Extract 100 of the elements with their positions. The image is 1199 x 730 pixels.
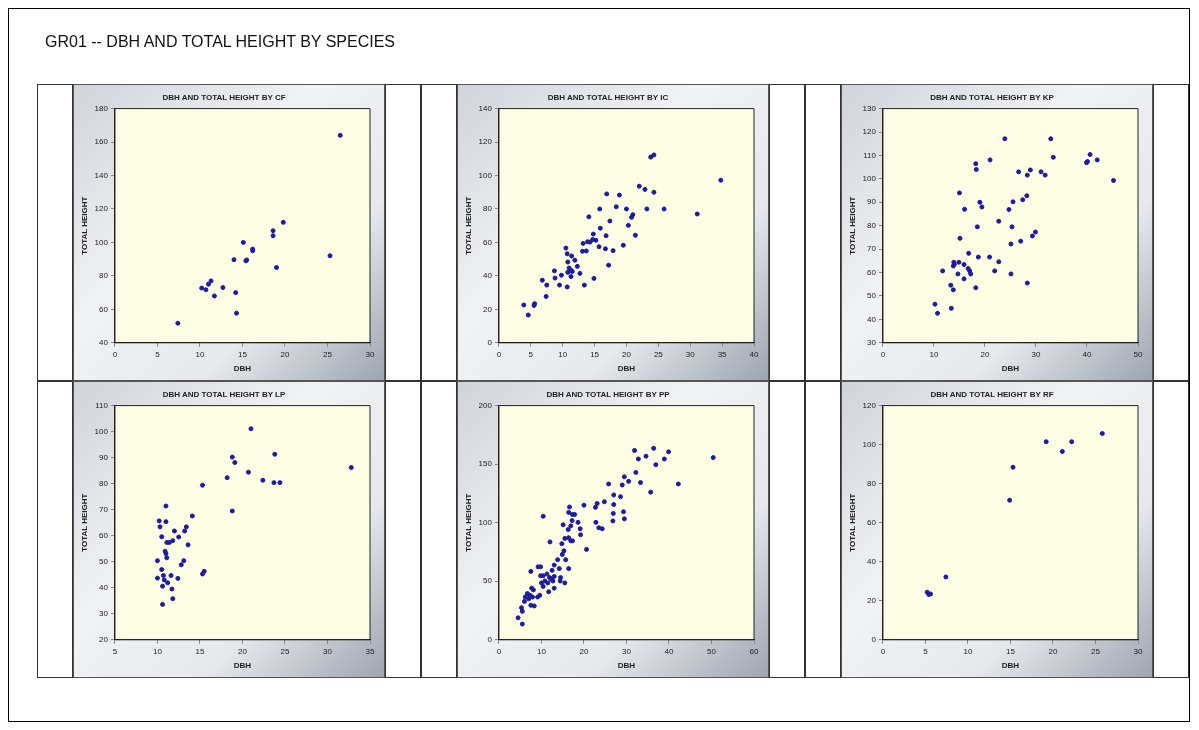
- x-tick-label: 15: [195, 646, 205, 656]
- x-tick-label: 15: [238, 349, 248, 359]
- y-tick-label: 40: [867, 556, 877, 566]
- x-tick-label: 25: [1091, 646, 1101, 656]
- chart-title: DBH AND TOTAL HEIGHT BY CF: [162, 93, 286, 102]
- x-tick-label: 35: [717, 349, 728, 359]
- y-axis-title: TOTAL HEIGHT: [80, 196, 89, 255]
- chart-title: DBH AND TOTAL HEIGHT BY LP: [162, 390, 286, 399]
- x-tick-label: 30: [685, 349, 696, 359]
- y-tick-label: 160: [94, 137, 109, 147]
- x-tick-label: 20: [1048, 646, 1058, 656]
- y-tick-label: 110: [863, 150, 877, 160]
- y-tick-label: 120: [862, 400, 877, 410]
- x-tick-label: 5: [528, 349, 534, 359]
- y-tick-label: 20: [99, 635, 109, 644]
- y-tick-label: 80: [99, 478, 109, 488]
- x-axis-title: DBH: [1001, 661, 1020, 671]
- y-tick-label: 100: [94, 237, 109, 247]
- y-tick-label: 30: [867, 338, 877, 347]
- x-tick-label: 60: [749, 646, 759, 656]
- chart-title: DBH AND TOTAL HEIGHT BY IC: [547, 93, 669, 102]
- y-tick-label: 60: [867, 267, 877, 277]
- x-tick-label: 30: [1133, 646, 1143, 656]
- x-tick-label: 40: [749, 349, 759, 359]
- y-tick-label: 20: [483, 304, 493, 314]
- y-tick-label: 80: [99, 271, 109, 281]
- x-tick-label: 40: [664, 646, 674, 656]
- y-tick-label: 130: [862, 103, 877, 113]
- x-tick-label: 5: [923, 646, 929, 656]
- y-tick-label: 80: [867, 478, 877, 488]
- x-tick-label: 0: [496, 646, 502, 656]
- y-tick-label: 60: [483, 237, 493, 247]
- x-tick-label: 0: [880, 646, 886, 656]
- x-tick-label: 40: [1082, 349, 1092, 359]
- y-tick-label: 90: [99, 452, 109, 462]
- y-tick-label: 60: [99, 304, 109, 314]
- y-axis-title: TOTAL HEIGHT: [464, 493, 473, 552]
- x-axis-title: DBH: [617, 661, 636, 671]
- x-tick-label: 20: [622, 349, 632, 359]
- x-tick-label: 50: [1133, 349, 1143, 359]
- y-tick-label: 80: [867, 220, 877, 230]
- x-tick-label: 20: [280, 349, 290, 359]
- y-tick-label: 0: [871, 635, 877, 644]
- y-tick-label: 100: [478, 170, 493, 180]
- x-tick-label: 30: [622, 646, 632, 656]
- y-tick-label: 40: [867, 314, 877, 324]
- chart-title: DBH AND TOTAL HEIGHT BY RF: [930, 390, 1054, 399]
- x-tick-label: 25: [323, 349, 333, 359]
- y-tick-label: 140: [94, 170, 109, 180]
- y-tick-label: 120: [862, 127, 877, 137]
- x-tick-label: 30: [323, 646, 333, 656]
- y-tick-label: 110: [95, 400, 109, 410]
- x-tick-label: 20: [579, 646, 589, 656]
- y-tick-label: 30: [99, 608, 109, 618]
- y-tick-label: 200: [478, 400, 493, 410]
- x-tick-label: 10: [195, 349, 205, 359]
- x-tick-label: 30: [365, 349, 375, 359]
- x-tick-label: 25: [653, 349, 664, 359]
- y-tick-label: 0: [487, 635, 493, 644]
- x-tick-label: 10: [963, 646, 973, 656]
- y-tick-label: 100: [862, 174, 877, 184]
- text: GR01 -- DBH AND TOTAL HEIGHT BY SPECIES: [45, 33, 396, 51]
- x-tick-label: 0: [496, 349, 502, 359]
- y-tick-label: 0: [487, 338, 493, 347]
- y-tick-label: 20: [867, 595, 877, 605]
- y-tick-label: 50: [99, 556, 109, 566]
- x-axis-title: DBH: [233, 364, 252, 374]
- x-tick-label: 35: [365, 646, 375, 656]
- x-tick-label: 20: [238, 646, 248, 656]
- y-tick-label: 50: [867, 291, 877, 301]
- x-tick-label: 20: [980, 349, 990, 359]
- y-tick-label: 40: [483, 271, 493, 281]
- y-tick-label: 60: [99, 530, 109, 540]
- y-tick-label: 100: [94, 426, 109, 436]
- y-tick-label: 70: [867, 244, 877, 254]
- y-axis-title: TOTAL HEIGHT: [80, 493, 89, 552]
- y-tick-label: 140: [478, 103, 493, 113]
- y-tick-label: 150: [478, 459, 493, 469]
- y-tick-label: 80: [483, 204, 493, 214]
- x-axis-title: DBH: [617, 364, 636, 374]
- x-tick-label: 10: [558, 349, 568, 359]
- y-axis-title: TOTAL HEIGHT: [848, 196, 857, 255]
- x-tick-label: 10: [929, 349, 939, 359]
- x-tick-label: 25: [280, 646, 290, 656]
- y-tick-label: 90: [867, 197, 877, 207]
- chart-title: DBH AND TOTAL HEIGHT BY KP: [930, 93, 1055, 102]
- x-tick-label: 30: [1031, 349, 1041, 359]
- y-tick-label: 60: [867, 517, 877, 527]
- y-tick-label: 100: [478, 517, 493, 527]
- x-tick-label: 50: [707, 646, 717, 656]
- y-tick-label: 120: [94, 204, 109, 214]
- y-tick-label: 70: [99, 504, 109, 514]
- chart-title: DBH AND TOTAL HEIGHT BY PP: [546, 390, 671, 399]
- x-tick-label: 0: [112, 349, 118, 359]
- y-tick-label: 180: [94, 103, 109, 113]
- y-tick-label: 40: [99, 582, 109, 592]
- x-tick-label: 15: [1006, 646, 1016, 656]
- y-axis-title: TOTAL HEIGHT: [848, 493, 857, 552]
- x-tick-label: 15: [590, 349, 600, 359]
- y-tick-label: 100: [862, 439, 877, 449]
